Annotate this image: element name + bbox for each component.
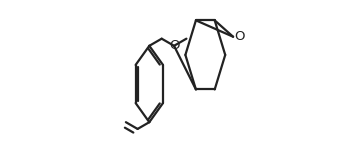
Text: O: O <box>234 30 245 43</box>
Text: O: O <box>169 39 179 52</box>
